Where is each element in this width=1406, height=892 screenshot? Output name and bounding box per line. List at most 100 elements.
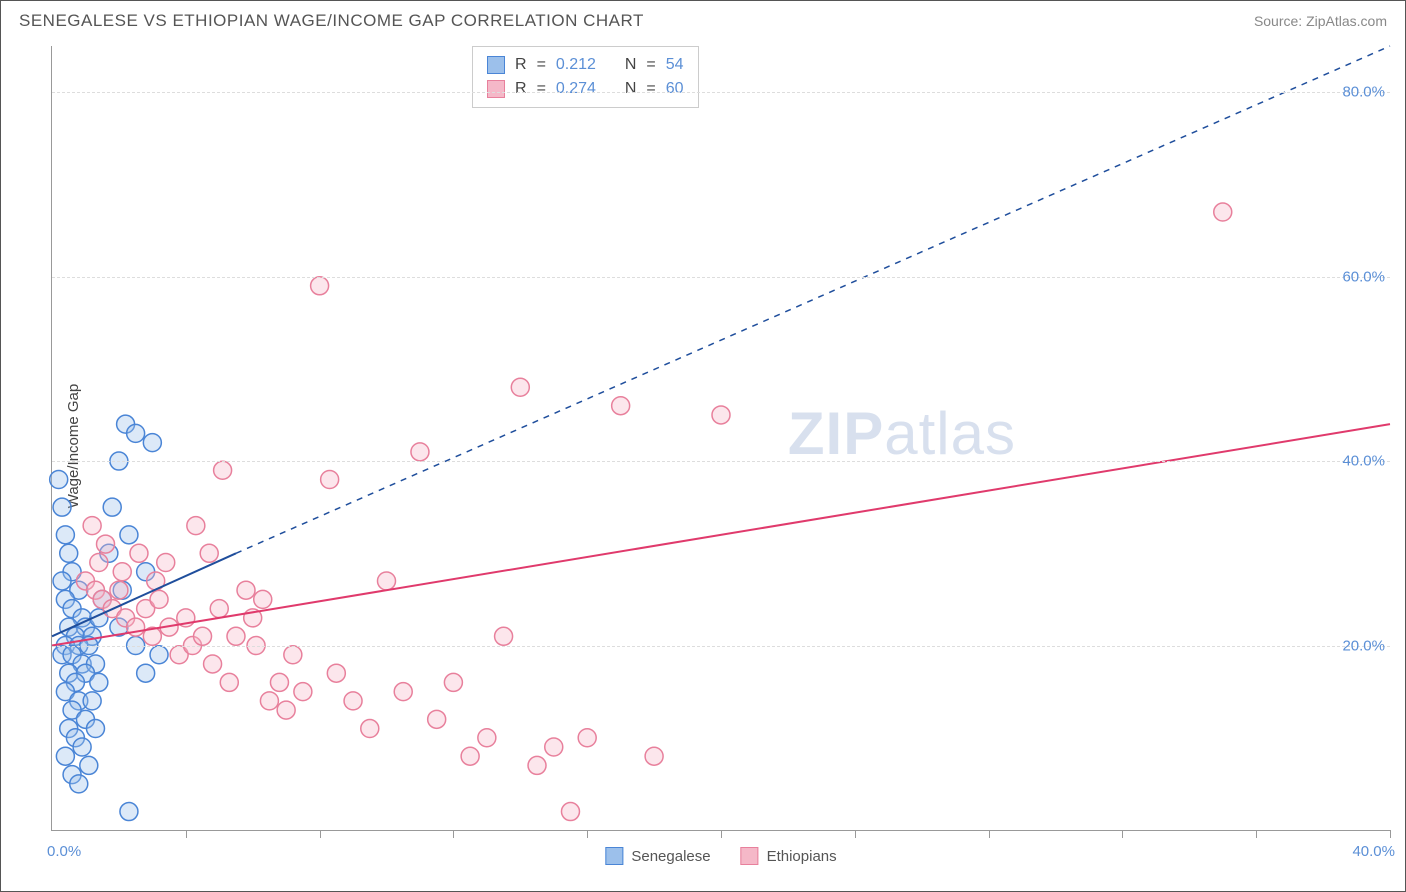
legend-row-ethiopians: R = 0.274 N = 60 [487,77,684,101]
x-tick [1256,830,1257,838]
data-point [127,424,145,442]
data-point [461,747,479,765]
data-point [361,720,379,738]
data-point [56,526,74,544]
y-tick-label: 40.0% [1342,453,1385,470]
eq-label: = [537,53,546,77]
data-point [73,738,91,756]
data-point [612,397,630,415]
data-point [254,590,272,608]
data-point [321,471,339,489]
data-point [204,655,222,673]
data-point [394,683,412,701]
n-value-ethiopians: 60 [666,77,684,101]
data-point [86,720,104,738]
data-point [220,673,238,691]
data-point [53,498,71,516]
data-point [478,729,496,747]
eq-label: = [537,77,546,101]
x-tick [855,830,856,838]
data-point [545,738,563,756]
data-point [83,517,101,535]
series-swatch-senegalese [605,847,623,865]
data-point [260,692,278,710]
x-tick [587,830,588,838]
chart-title: SENEGALESE VS ETHIOPIAN WAGE/INCOME GAP … [19,11,644,31]
gridline-h [52,646,1390,647]
legend-swatch-senegalese [487,56,505,74]
trend-line-extrapolated [236,46,1390,553]
n-label: N [625,53,637,77]
data-point [120,526,138,544]
data-point [294,683,312,701]
data-point [130,544,148,562]
data-point [411,443,429,461]
x-tick [1390,830,1391,838]
source-prefix: Source: [1254,13,1306,29]
data-point [113,563,131,581]
data-point [277,701,295,719]
series-legend-senegalese: Senegalese [605,847,710,865]
data-point [50,471,68,489]
header: SENEGALESE VS ETHIOPIAN WAGE/INCOME GAP … [1,1,1405,41]
y-tick-label: 60.0% [1342,268,1385,285]
gridline-h [52,461,1390,462]
data-point [578,729,596,747]
series-legend: Senegalese Ethiopians [605,847,836,865]
data-point [194,627,212,645]
data-point [70,775,88,793]
eq-label: = [646,77,655,101]
data-point [495,627,513,645]
data-point [428,710,446,728]
r-label: R [515,77,527,101]
legend-swatch-ethiopians [487,80,505,98]
x-tick [989,830,990,838]
source-name: ZipAtlas.com [1306,13,1387,29]
data-point [311,277,329,295]
plot-svg [52,46,1390,830]
r-value-senegalese: 0.212 [556,53,596,77]
data-point [327,664,345,682]
data-point [97,535,115,553]
r-value-ethiopians: 0.274 [556,77,596,101]
data-point [103,498,121,516]
series-label-ethiopians: Ethiopians [767,848,837,865]
n-value-senegalese: 54 [666,53,684,77]
data-point [90,673,108,691]
source-attribution: Source: ZipAtlas.com [1254,13,1387,29]
data-point [214,461,232,479]
data-point [56,747,74,765]
data-point [120,803,138,821]
data-point [150,590,168,608]
data-point [237,581,255,599]
gridline-h [52,92,1390,93]
data-point [210,600,228,618]
data-point [110,581,128,599]
x-tick [320,830,321,838]
x-tick [186,830,187,838]
data-point [1214,203,1232,221]
data-point [444,673,462,691]
x-tick [453,830,454,838]
data-point [187,517,205,535]
correlation-legend: R = 0.212 N = 54 R = 0.274 N = 60 [472,46,699,108]
chart-container: SENEGALESE VS ETHIOPIAN WAGE/INCOME GAP … [0,0,1406,892]
data-point [645,747,663,765]
data-point [83,692,101,710]
x-tick-min: 0.0% [47,843,81,860]
series-legend-ethiopians: Ethiopians [741,847,837,865]
data-point [270,673,288,691]
data-point [157,554,175,572]
eq-label: = [646,53,655,77]
n-label: N [625,77,637,101]
x-tick [721,830,722,838]
y-tick-label: 80.0% [1342,84,1385,101]
data-point [378,572,396,590]
data-point [80,756,98,774]
y-tick-label: 20.0% [1342,637,1385,654]
data-point [60,544,78,562]
data-point [528,756,546,774]
data-point [90,554,108,572]
series-label-senegalese: Senegalese [631,848,710,865]
data-point [561,803,579,821]
